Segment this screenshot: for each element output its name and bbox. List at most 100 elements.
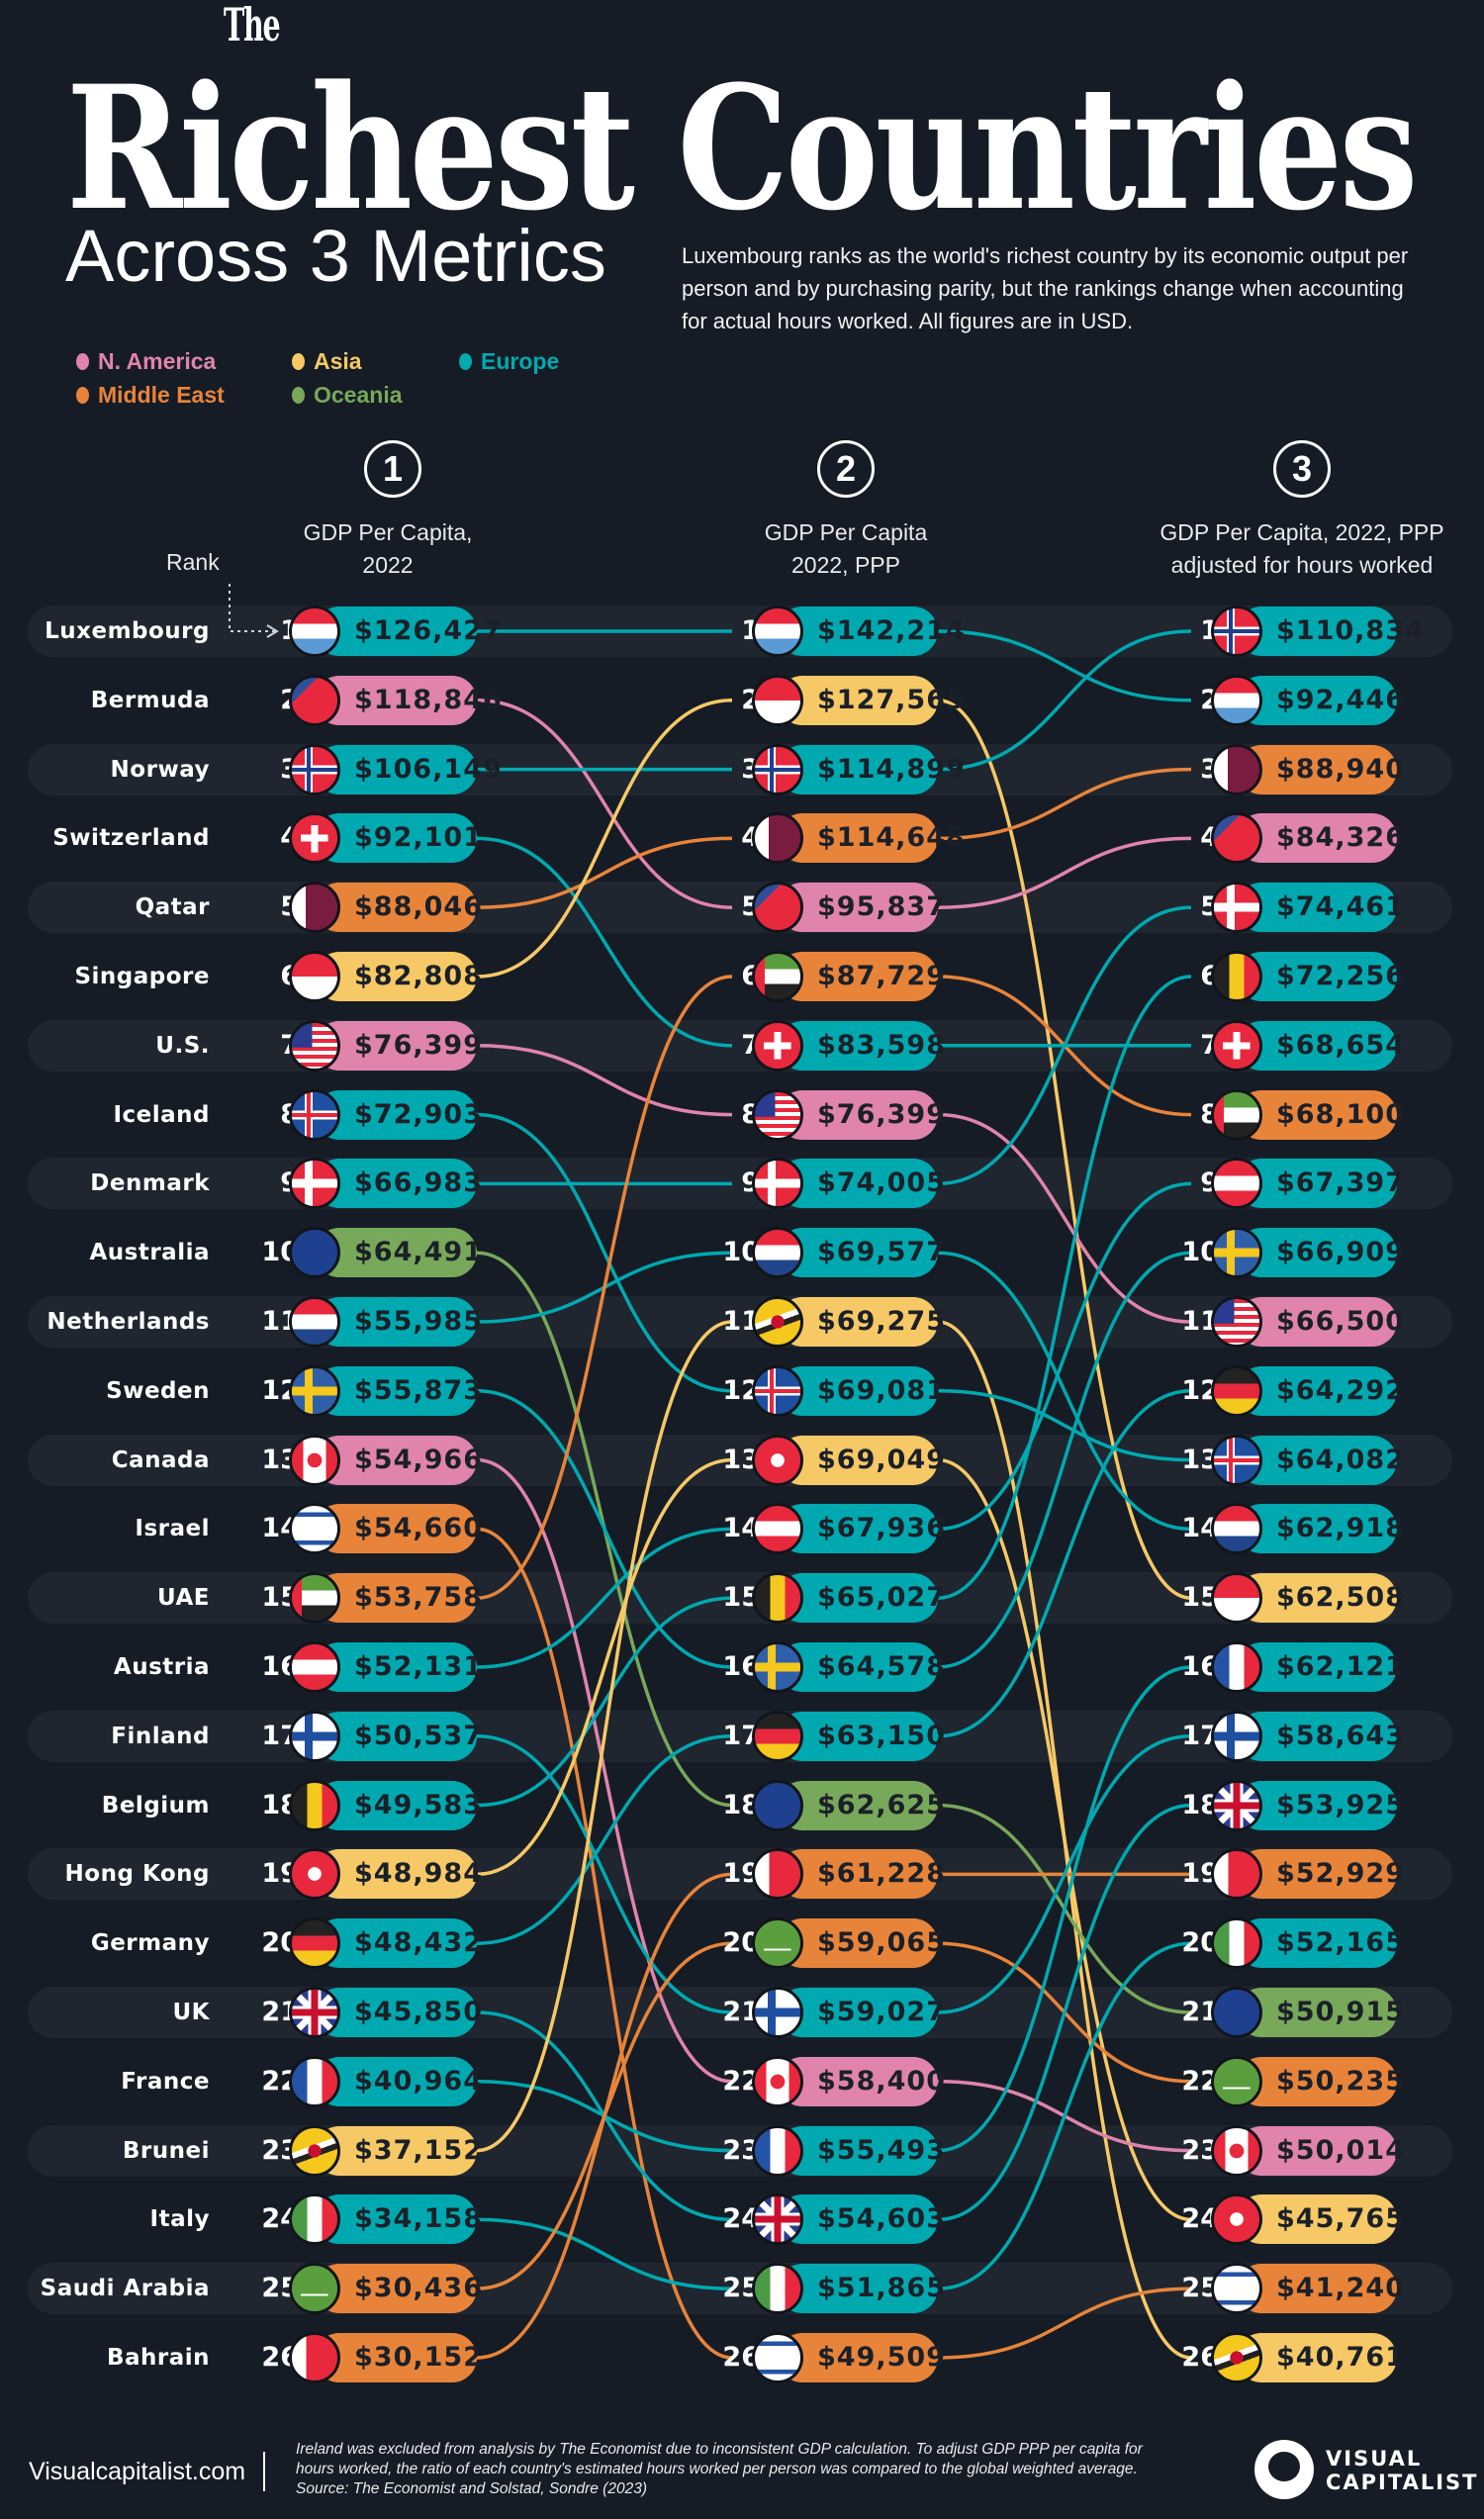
rank-line-italy [937, 1941, 1192, 2290]
belgium-flag-icon [752, 1572, 803, 1625]
value-pill: $45,765 [1237, 2194, 1404, 2245]
rank-line-italy [476, 2217, 733, 2290]
value-pill: $58,643 [1237, 1711, 1404, 1761]
value-pill: $64,292 [1237, 1365, 1404, 1416]
hong-kong-flag-icon [289, 1848, 340, 1901]
value-pill: $51,865 [778, 2264, 945, 2314]
switzerland-flag-icon [289, 812, 340, 865]
rank-arrow-head-icon [266, 624, 279, 638]
value-pill: $64,578 [778, 1642, 945, 1692]
value-pill: $142,214 [778, 606, 965, 656]
column-title-line: 2022, PPP [791, 552, 900, 578]
page-subtitle: Across 3 Metrics [65, 215, 606, 297]
country-name: U.S. [155, 1032, 210, 1059]
country-name: Canada [111, 1446, 210, 1473]
rank-line-germany [476, 1734, 733, 1945]
value-pill: $95,837 [778, 883, 945, 933]
bermuda-flag-icon [1211, 812, 1262, 865]
singapore-flag-icon [289, 951, 340, 1002]
canada-flag-icon [752, 2055, 803, 2107]
canada-flag-icon [289, 1434, 340, 1486]
legend-dot-icon [292, 353, 305, 370]
canada-flag-icon [1211, 2124, 1262, 2177]
column-title-line: GDP Per Capita [764, 519, 928, 545]
value-pill: $62,625 [778, 1780, 945, 1830]
denmark-flag-icon [289, 1158, 340, 1210]
value-pill: $55,985 [315, 1297, 482, 1347]
rank-line-norway [937, 629, 1192, 772]
austria-flag-icon [289, 1641, 340, 1693]
value-pill: $48,984 [315, 1849, 482, 1900]
italy-flag-icon [289, 2193, 340, 2246]
value-pill: $37,152 [315, 2125, 482, 2176]
country-name: Iceland [113, 1101, 210, 1128]
country-name: Finland [111, 1723, 210, 1749]
denmark-flag-icon [752, 1158, 803, 1210]
legend-label: N. America [98, 348, 217, 374]
saudi-arabia-flag-icon [1211, 2055, 1262, 2107]
uae-flag-icon [1211, 1088, 1262, 1141]
uae-flag-icon [752, 951, 803, 1002]
rank-line-u-s- [476, 1044, 733, 1117]
column-title-line: GDP Per Capita, [303, 519, 473, 545]
metric-number-1: 1 [364, 440, 421, 498]
brunei-flag-icon [1211, 2332, 1262, 2383]
value-pill: $62,508 [1237, 1573, 1404, 1624]
israel-flag-icon [752, 2332, 803, 2383]
country-name: Belgium [101, 1792, 210, 1819]
sweden-flag-icon [1211, 1227, 1262, 1279]
country-name: Bahrain [106, 2345, 210, 2371]
belgium-flag-icon [289, 1779, 340, 1831]
rank-arrow-line [229, 584, 275, 632]
legend-item: N. America [76, 348, 216, 374]
rank-line-sweden [937, 1251, 1192, 1669]
rank-line-israel [476, 1527, 733, 2360]
rank-line-iceland [937, 1389, 1192, 1462]
legend-item: Middle East [76, 382, 225, 408]
austria-flag-icon [752, 1503, 803, 1555]
france-flag-icon [289, 2055, 340, 2107]
brunei-flag-icon [289, 2124, 340, 2177]
finland-flag-icon [289, 1710, 340, 1762]
singapore-flag-icon [1211, 1572, 1262, 1625]
country-name: Saudi Arabia [40, 2276, 210, 2302]
iceland-flag-icon [1211, 1434, 1262, 1486]
value-pill: $59,065 [778, 1918, 945, 1969]
singapore-flag-icon [752, 674, 803, 726]
rank-line-finland [476, 1734, 733, 2014]
value-pill: $52,131 [315, 1642, 482, 1692]
rank-line-canada [476, 1457, 733, 2084]
footer-note-line: Ireland was excluded from analysis by Th… [296, 2441, 1143, 2458]
logo-text: CAPITALIST [1326, 2471, 1479, 2494]
value-pill: $87,729 [778, 952, 945, 1001]
column-title-line: 2022 [362, 552, 414, 578]
country-name: Luxembourg [45, 618, 210, 644]
country-name: France [121, 2068, 210, 2095]
switzerland-flag-icon [752, 1019, 803, 1072]
value-pill: $50,235 [1237, 2056, 1404, 2106]
value-pill: $52,929 [1237, 1849, 1404, 1900]
rank-line-uae [476, 975, 733, 1600]
uk-flag-icon [1211, 1779, 1262, 1831]
value-pill: $45,850 [315, 1988, 482, 2037]
footer-site[interactable]: Visualcapitalist.com [29, 2458, 246, 2485]
belgium-flag-icon [1211, 951, 1262, 1002]
rank-line-switzerland [476, 836, 733, 1048]
value-pill: $88,940 [1237, 744, 1404, 794]
value-pill: $40,964 [315, 2056, 482, 2106]
australia-flag-icon [1211, 1987, 1262, 2038]
iceland-flag-icon [289, 1088, 340, 1141]
value-pill: $62,121 [1237, 1642, 1404, 1692]
rank-line-bermuda [476, 699, 733, 909]
logo-mark-icon [1254, 2440, 1314, 2499]
value-pill: $49,583 [315, 1780, 482, 1830]
france-flag-icon [1211, 1641, 1262, 1693]
value-pill: $54,603 [778, 2194, 945, 2245]
column-title-2: GDP Per Capita 2022, PPP [668, 516, 1024, 582]
sweden-flag-icon [289, 1364, 340, 1417]
bermuda-flag-icon [289, 674, 340, 726]
value-pill: $110,834 [1237, 606, 1424, 656]
rank-label: Rank [166, 549, 220, 575]
value-pill: $55,493 [778, 2125, 945, 2176]
